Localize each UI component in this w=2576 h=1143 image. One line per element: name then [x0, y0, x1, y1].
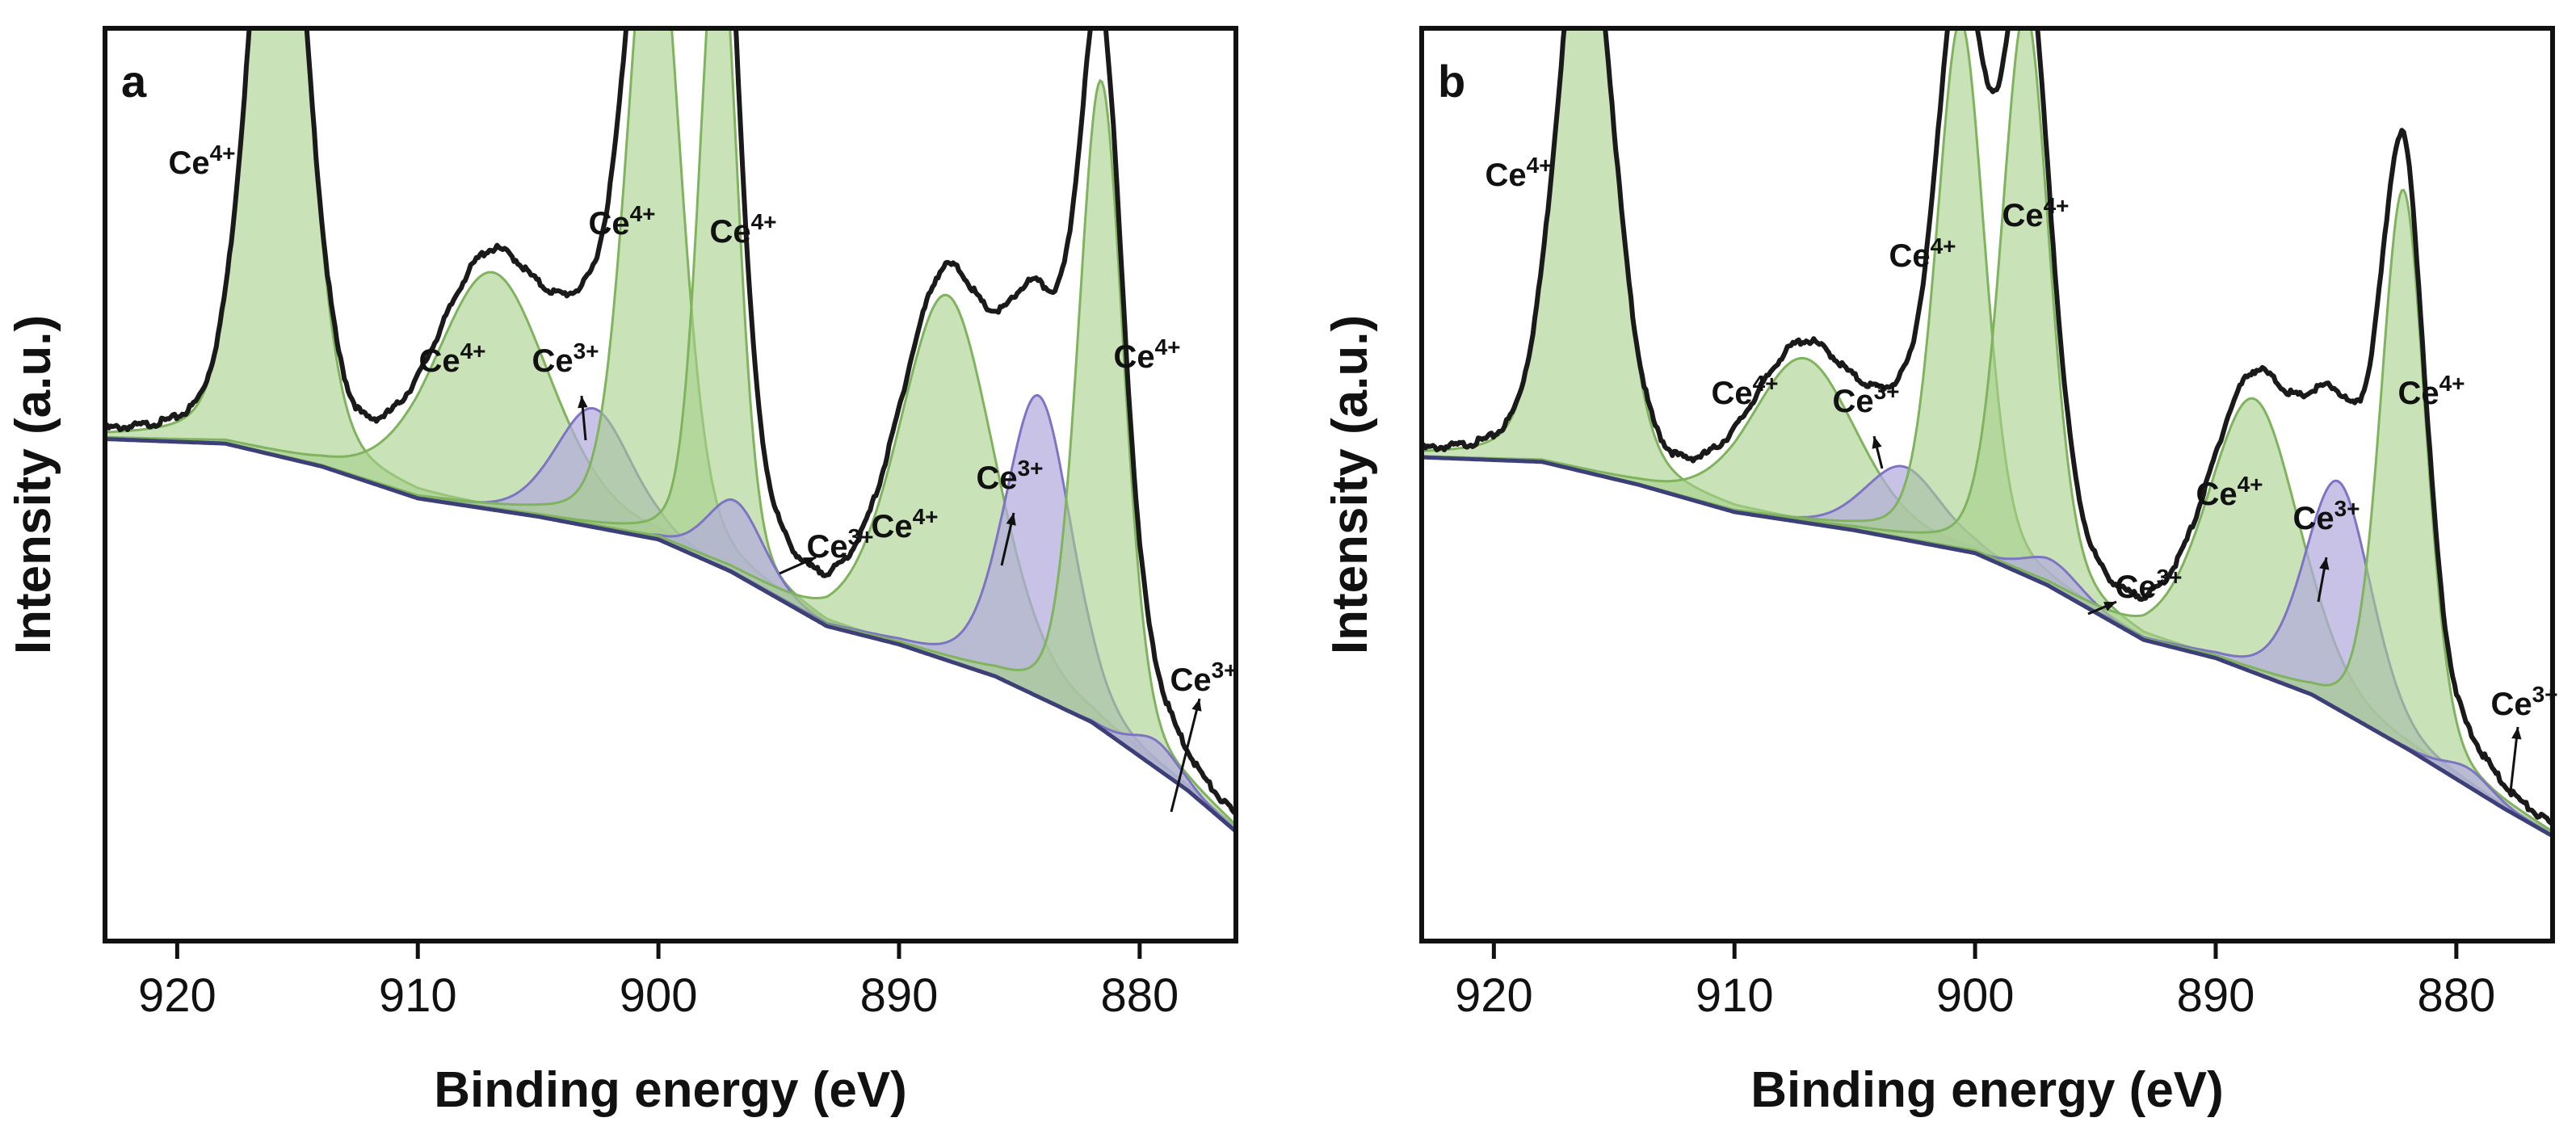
peak-label: Ce4+: [418, 338, 485, 379]
peak-label: Ce4+: [871, 504, 938, 544]
envelope-fit-line: [105, 28, 1236, 816]
peak-label: Ce4+: [2002, 193, 2069, 233]
label-arrowhead: [803, 557, 816, 567]
x-tick-label: 920: [1455, 969, 1533, 1022]
background-line: [1422, 455, 2553, 838]
axes-frame: [103, 26, 1238, 943]
peak-label: Ce3+: [2490, 682, 2557, 722]
peak-label: Ce3+: [532, 338, 599, 379]
envelope-fit-line: [1422, 28, 2553, 826]
peak-label: Ce3+: [1832, 379, 1899, 419]
background-line: [105, 437, 1236, 834]
peak-label: Ce4+: [1485, 153, 1552, 193]
label-arrowhead: [578, 396, 588, 409]
axes-frame: [1419, 26, 2555, 943]
label-arrowhead: [2319, 557, 2330, 570]
x-tick-label: 920: [138, 969, 216, 1022]
x-tick-label: 900: [620, 969, 698, 1022]
peak-label: Ce4+: [2196, 472, 2263, 512]
peak-label: Ce3+: [2115, 565, 2182, 605]
peak-label: Ce4+: [1889, 233, 1956, 274]
label-arrowhead: [1872, 436, 1882, 449]
x-tick-label: 890: [860, 969, 939, 1022]
panel-label: a: [121, 56, 147, 107]
peak-label: Ce4+: [1711, 371, 1778, 411]
label-arrowhead: [1006, 513, 1016, 526]
panel-label: b: [1438, 56, 1465, 107]
peak-label: Ce4+: [588, 201, 655, 242]
x-tick-label: 880: [1100, 969, 1179, 1022]
peak-label: Ce4+: [709, 209, 776, 250]
plot-area: [1422, 28, 2553, 838]
y-axis-title: Intensity (a.u.): [1322, 315, 1378, 654]
panel-a: 920 910 900 890 880 Binding energy (eV) Intens…: [6, 26, 1238, 1118]
x-tick-label: 900: [1936, 969, 2015, 1022]
panel-b: 920 910 900 890 880 Binding energy (eV) Intens…: [1322, 26, 2558, 1118]
peak-label: Ce3+: [1170, 658, 1237, 698]
x-axis-title: Binding energy (eV): [434, 1062, 907, 1118]
y-axis-title: Intensity (a.u.): [6, 315, 61, 654]
label-arrowhead: [2103, 602, 2116, 611]
peak-label: Ce4+: [168, 141, 235, 181]
x-tick-label: 910: [1696, 969, 1774, 1022]
plot-area: [105, 28, 1236, 834]
peak-label: Ce3+: [976, 456, 1043, 496]
label-arrowhead: [1191, 699, 1202, 712]
label-arrow-line: [1170, 698, 1201, 813]
x-tick-label: 880: [2417, 969, 2495, 1022]
x-axis-title: Binding energy (eV): [1750, 1062, 2224, 1118]
peak-label: Ce3+: [2292, 496, 2360, 536]
label-arrowhead: [2511, 727, 2522, 740]
peak-label: Ce4+: [1113, 334, 1180, 375]
x-tick-label: 910: [379, 969, 457, 1022]
x-tick-label: 890: [2177, 969, 2255, 1022]
peak-label: Ce4+: [2397, 371, 2465, 411]
